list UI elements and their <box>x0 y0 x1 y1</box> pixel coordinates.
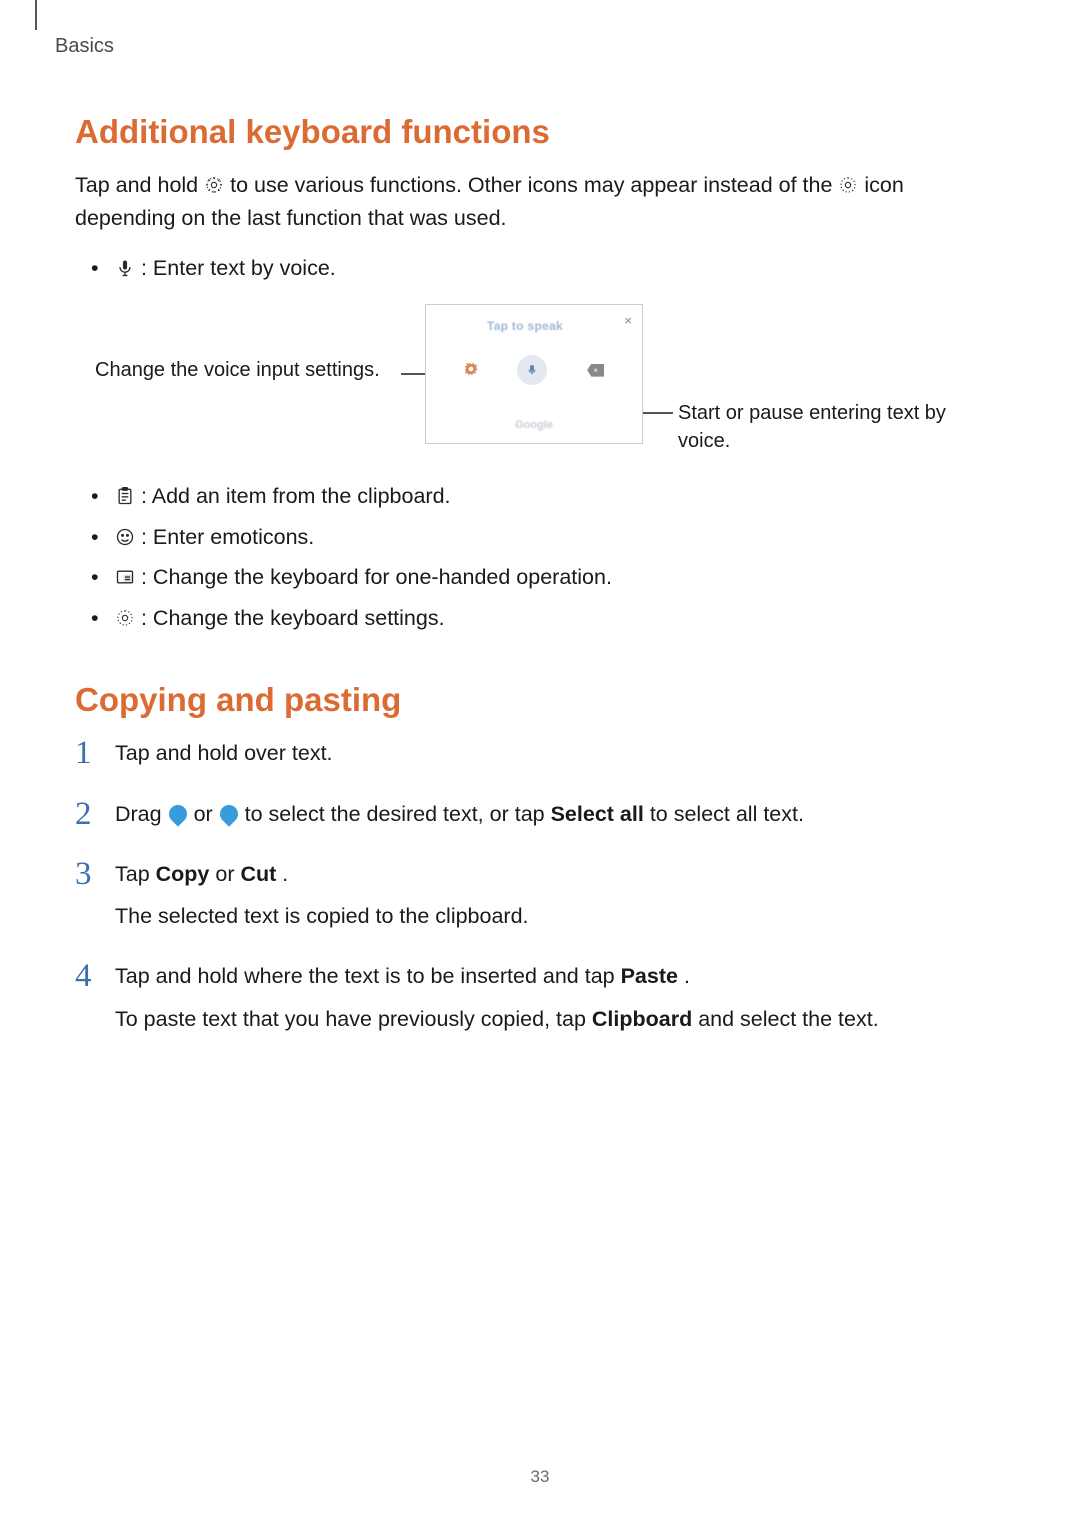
step-text-a: Drag <box>115 802 168 826</box>
step-subtext: To paste text that you have previously c… <box>115 1003 1005 1035</box>
close-icon: × <box>624 313 632 328</box>
copy-label: Copy <box>156 862 210 886</box>
vertical-rule <box>35 0 37 30</box>
gear-icon <box>204 172 224 192</box>
bullet-keyboard-settings: : Change the keyboard settings. <box>91 600 1005 637</box>
bullet-text: : Enter text by voice. <box>141 256 336 280</box>
tap-to-speak-label: Tap to speak <box>426 319 624 333</box>
callout-left: Change the voice input settings. <box>95 359 380 382</box>
step-sub-a: To paste text that you have previously c… <box>115 1007 592 1031</box>
callout-right: Start or pause entering text by voice. <box>678 399 978 455</box>
step-text-a: Tap <box>115 862 156 886</box>
smiley-icon <box>115 522 135 542</box>
step-4: 4 Tap and hold where the text is to be i… <box>75 960 1005 1035</box>
microphone-icon <box>115 253 135 273</box>
step-number: 2 <box>75 790 92 840</box>
bullet-emoticons: : Enter emoticons. <box>91 519 1005 556</box>
bullet-text: : Change the keyboard for one-handed ope… <box>141 565 612 589</box>
bullet-list-other: : Add an item from the clipboard. : Ente… <box>91 478 1005 636</box>
step-text-b: or <box>194 802 219 826</box>
select-all-label: Select all <box>551 802 644 826</box>
intro-text-1: Tap and hold <box>75 173 204 197</box>
bullet-list-voice: : Enter text by voice. <box>91 250 1005 287</box>
page-number: 33 <box>0 1467 1080 1487</box>
step-text-c: to select the desired text, or tap <box>245 802 551 826</box>
step-text: Tap and hold over text. <box>115 741 333 765</box>
step-text-a: Tap and hold where the text is to be ins… <box>115 964 621 988</box>
numbered-steps: 1 Tap and hold over text. 2 Drag or to s… <box>75 737 1005 1035</box>
step-number: 1 <box>75 729 92 779</box>
section-heading-copying-pasting: Copying and pasting <box>75 681 1005 719</box>
bullet-text: : Add an item from the clipboard. <box>141 484 451 508</box>
step-number: 4 <box>75 952 92 1002</box>
intro-paragraph: Tap and hold to use various functions. O… <box>75 169 1005 236</box>
bullet-enter-voice: : Enter text by voice. <box>91 250 1005 287</box>
backspace-icon: × <box>587 364 604 377</box>
step-2: 2 Drag or to select the desired text, or… <box>75 798 1005 830</box>
bullet-text: : Enter emoticons. <box>141 525 314 549</box>
step-text-dot: . <box>282 862 288 886</box>
intro-text-2: to use various functions. Other icons ma… <box>230 173 838 197</box>
bullet-one-handed: : Change the keyboard for one-handed ope… <box>91 559 1005 596</box>
one-handed-keyboard-icon <box>115 562 135 582</box>
step-text-d: to select all text. <box>650 802 804 826</box>
gear-icon <box>838 172 858 192</box>
bullet-clipboard: : Add an item from the clipboard. <box>91 478 1005 515</box>
step-subtext: The selected text is copied to the clipb… <box>115 900 1005 932</box>
step-text-dot: . <box>684 964 690 988</box>
step-3: 3 Tap Copy or Cut . The selected text is… <box>75 858 1005 933</box>
section-heading-additional-keyboard: Additional keyboard functions <box>75 113 1005 151</box>
gear-icon <box>464 362 478 379</box>
cut-label: Cut <box>240 862 276 886</box>
selection-handle-left-icon <box>165 801 190 826</box>
paste-label: Paste <box>621 964 678 988</box>
step-text-or: or <box>215 862 240 886</box>
backspace-x: × <box>593 366 598 375</box>
microphone-button <box>517 355 547 385</box>
callout-line-right <box>643 412 673 414</box>
selection-handle-right-icon <box>216 801 241 826</box>
clipboard-label: Clipboard <box>592 1007 692 1031</box>
voice-input-diagram: Change the voice input settings. Tap to … <box>75 304 1005 464</box>
step-sub-b: and select the text. <box>698 1007 878 1031</box>
bullet-text: : Change the keyboard settings. <box>141 606 445 630</box>
breadcrumb: Basics <box>55 35 1005 58</box>
google-label: Google <box>426 419 642 431</box>
step-number: 3 <box>75 850 92 900</box>
gear-icon <box>115 603 135 623</box>
step-1: 1 Tap and hold over text. <box>75 737 1005 769</box>
voice-panel-row: × <box>426 355 642 385</box>
clipboard-icon <box>115 481 135 501</box>
voice-panel: Tap to speak × × Google <box>425 304 643 444</box>
